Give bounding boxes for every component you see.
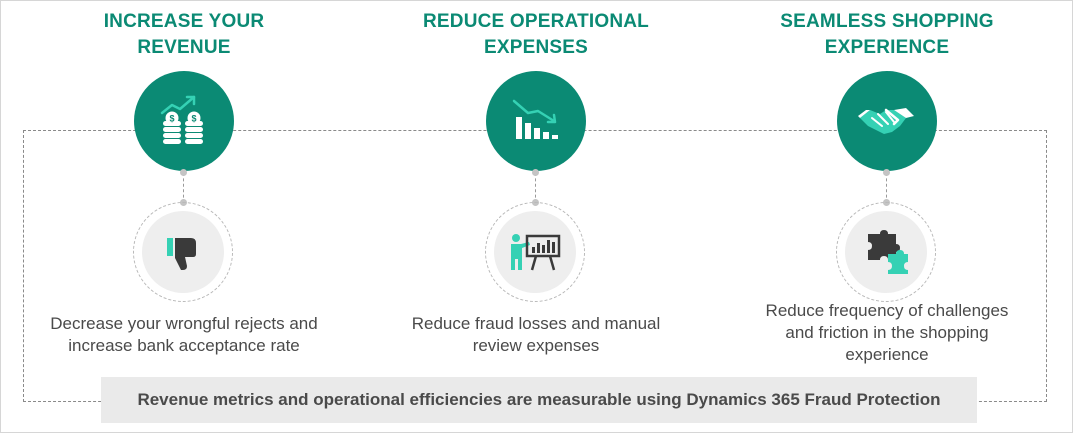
banner-text: Revenue metrics and operational efficien…	[137, 390, 941, 409]
description-line: and friction in the shopping	[785, 323, 989, 342]
connector-line	[886, 173, 887, 203]
connector-dot	[883, 169, 890, 176]
description-line: increase bank acceptance rate	[68, 336, 300, 355]
heading-line: REVENUE	[137, 37, 231, 58]
pillar-heading: SEAMLESS SHOPPING EXPERIENCE	[737, 9, 1037, 61]
summary-banner: Revenue metrics and operational efficien…	[101, 377, 977, 423]
svg-text:$: $	[169, 114, 174, 124]
description-line: Reduce frequency of challenges	[765, 301, 1009, 320]
secondary-icon-circle	[142, 211, 224, 293]
connector-dot	[180, 169, 187, 176]
secondary-icon-circle	[845, 211, 927, 293]
heading-line: INCREASE YOUR	[103, 11, 265, 32]
thumbs-down-icon	[167, 238, 196, 270]
heading-line: EXPERIENCE	[824, 37, 950, 58]
pillar-description: Decrease your wrongful rejects and incre…	[34, 313, 334, 357]
pillar-heading: REDUCE OPERATIONAL EXPENSES	[386, 9, 686, 61]
primary-icon-circle	[837, 71, 937, 171]
pillar-description: Reduce frequency of challenges and frict…	[737, 300, 1037, 366]
heading-line: SEAMLESS SHOPPING	[780, 11, 994, 32]
presentation-board-icon	[511, 234, 561, 271]
pillar-increase-revenue: INCREASE YOUR REVENUE $ $	[34, 1, 334, 433]
pillar-heading: INCREASE YOUR REVENUE	[34, 9, 334, 61]
connector-line	[535, 173, 536, 203]
heading-line: REDUCE OPERATIONAL	[423, 11, 649, 32]
connector-dot	[532, 169, 539, 176]
primary-icon-circle: $ $	[134, 71, 234, 171]
description-line: Reduce fraud losses and manual	[411, 314, 661, 333]
pillar-description: Reduce fraud losses and manual review ex…	[386, 313, 686, 357]
pillar-seamless-shopping: SEAMLESS SHOPPING EXPERIENCE R	[737, 1, 1037, 433]
puzzle-piece-icon	[868, 230, 908, 274]
handshake-icon	[858, 108, 914, 134]
secondary-icon-ring	[485, 202, 585, 302]
description-line: experience	[845, 345, 929, 364]
connector-line	[183, 173, 184, 203]
description-line: Decrease your wrongful rejects and	[50, 314, 318, 333]
primary-icon-circle	[486, 71, 586, 171]
secondary-icon-ring	[836, 202, 936, 302]
coins-growth-icon: $ $	[160, 95, 203, 144]
secondary-icon-ring	[133, 202, 233, 302]
description-line: review expenses	[472, 336, 600, 355]
pillar-reduce-expenses: REDUCE OPERATIONAL EXPENSES	[386, 1, 686, 433]
declining-bars-icon	[512, 99, 558, 139]
svg-text:$: $	[191, 114, 196, 124]
heading-line: EXPENSES	[483, 37, 589, 58]
secondary-icon-circle	[494, 211, 576, 293]
